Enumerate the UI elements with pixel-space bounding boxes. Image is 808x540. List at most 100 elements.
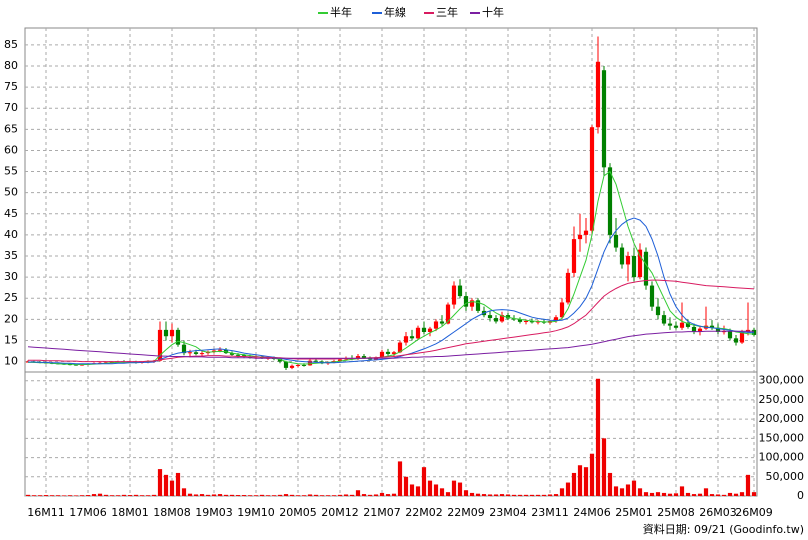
- candle-body: [337, 359, 343, 362]
- candle-body: [649, 285, 655, 307]
- volume-bar: [517, 494, 523, 496]
- volume-bar: [223, 494, 229, 496]
- x-tick-label: 19M10: [237, 506, 275, 519]
- volume-bar: [439, 488, 445, 496]
- candle-body: [673, 325, 679, 328]
- candle-body: [73, 364, 79, 366]
- volume-bar: [481, 494, 487, 496]
- volume-bar: [169, 480, 175, 496]
- candle-body: [553, 317, 559, 322]
- volume-bar: [691, 494, 697, 496]
- volume-bar: [73, 495, 79, 496]
- volume-bar: [523, 494, 529, 496]
- volume-bar: [319, 495, 325, 496]
- x-tick-label: 26M09: [735, 506, 773, 519]
- legend-label: 年線: [384, 5, 406, 19]
- candle-body: [361, 356, 367, 359]
- volume-tick-label: 150,000: [759, 431, 805, 444]
- volume-bar: [595, 378, 601, 496]
- volume-bar: [529, 494, 535, 496]
- candle-body: [385, 351, 391, 354]
- x-tick-label: 21M07: [363, 506, 401, 519]
- candle-body: [457, 285, 463, 297]
- volume-bar: [625, 484, 631, 496]
- x-tick-label: 20M12: [321, 506, 359, 519]
- volume-tick-label: 100,000: [759, 451, 805, 464]
- candle-body: [301, 364, 307, 366]
- x-tick-label: 26M03: [699, 506, 737, 519]
- x-tick-label: 24M06: [573, 506, 611, 519]
- candle-body: [235, 354, 241, 356]
- volume-bar: [577, 465, 583, 496]
- x-tick-label: 20M05: [279, 506, 317, 519]
- candle-body: [211, 350, 217, 352]
- candle-body: [439, 321, 445, 324]
- volume-bar: [715, 494, 721, 496]
- volume-bar: [661, 492, 667, 496]
- volume-bar: [457, 482, 463, 496]
- volume-bar: [427, 480, 433, 496]
- candle-body: [379, 351, 385, 358]
- candle-body: [313, 360, 319, 362]
- volume-bar: [547, 494, 553, 496]
- volume-bar: [619, 488, 625, 496]
- volume-bar: [469, 492, 475, 496]
- candle-body: [415, 327, 421, 339]
- volume-bar: [607, 472, 613, 496]
- candle-body: [79, 364, 85, 366]
- candle-body: [469, 300, 475, 307]
- candle-body: [391, 352, 397, 354]
- x-tick-label: 16M11: [27, 506, 65, 519]
- candle-body: [589, 127, 595, 231]
- volume-bar: [331, 495, 337, 496]
- volume-bar: [571, 472, 577, 496]
- volume-bar: [373, 494, 379, 496]
- candle-body: [661, 315, 667, 324]
- volume-bar: [67, 495, 73, 496]
- candle-body: [619, 247, 625, 265]
- candle-body: [451, 285, 457, 305]
- legend-label: 半年: [330, 5, 352, 19]
- volume-bar: [217, 494, 223, 496]
- volume-bar: [91, 494, 97, 496]
- volume-bar: [301, 495, 307, 496]
- volume-bar: [505, 494, 511, 496]
- x-tick-label: 22M09: [447, 506, 485, 519]
- volume-bar: [361, 494, 367, 496]
- volume-bar: [511, 494, 517, 496]
- candle-body: [685, 322, 691, 327]
- y-tick-label: 50: [4, 186, 18, 199]
- y-tick-label: 20: [4, 312, 18, 325]
- candle-body: [601, 70, 607, 168]
- y-tick-label: 40: [4, 228, 18, 241]
- candle-body: [499, 315, 505, 322]
- volume-bar: [199, 494, 205, 496]
- volume-bar: [205, 494, 211, 496]
- candle-body: [487, 315, 493, 319]
- volume-bar: [211, 494, 217, 496]
- volume-bar: [307, 494, 313, 496]
- volume-bar: [229, 494, 235, 496]
- ma-line: [28, 279, 755, 363]
- y-tick-label: 25: [4, 291, 18, 304]
- candle-body: [535, 321, 541, 323]
- volume-bar: [397, 461, 403, 496]
- candle-body: [217, 349, 223, 351]
- volume-bar: [289, 494, 295, 496]
- candle-body: [463, 296, 469, 307]
- candle-body: [175, 329, 181, 345]
- volume-bar: [313, 494, 319, 496]
- volume-bar: [655, 492, 661, 496]
- y-tick-label: 55: [4, 165, 18, 178]
- candle-body: [655, 306, 661, 316]
- volume-tick-label: 0: [797, 489, 804, 502]
- ma-line: [27, 330, 754, 359]
- volume-bar: [499, 494, 505, 496]
- x-tick-label: 25M08: [657, 506, 695, 519]
- volume-bar: [751, 492, 757, 496]
- y-tick-label: 10: [4, 355, 18, 368]
- footer: 資料日期: 09/21 (Goodinfo.tw): [643, 522, 804, 536]
- y-tick-label: 60: [4, 143, 18, 156]
- volume-bar: [145, 495, 151, 496]
